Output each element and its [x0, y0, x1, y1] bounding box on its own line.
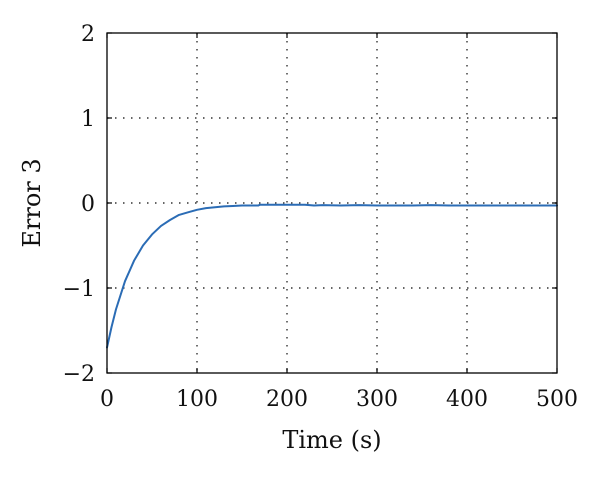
series-line — [106, 203, 558, 349]
y-tick-label: −2 — [63, 362, 95, 387]
x-tick-label: 500 — [536, 387, 578, 412]
x-tick-label: 0 — [100, 387, 114, 412]
x-tick-label: 100 — [176, 387, 218, 412]
x-tick-label: 300 — [356, 387, 398, 412]
y-tick-label: 0 — [81, 192, 95, 217]
tick-labels: 0 100 200 300 400 500 −2 −1 0 1 2 — [63, 22, 578, 412]
x-tick-label: 200 — [266, 387, 308, 412]
series-layer — [106, 203, 558, 349]
y-tick-label: −1 — [63, 277, 95, 302]
x-tick-label: 400 — [446, 387, 488, 412]
grid — [107, 33, 557, 373]
y-tick-label: 2 — [81, 22, 95, 47]
y-tick-label: 1 — [81, 107, 95, 132]
ticks — [106, 32, 558, 374]
x-axis-title: Time (s) — [282, 426, 381, 454]
y-axis-title: Error 3 — [18, 158, 46, 247]
